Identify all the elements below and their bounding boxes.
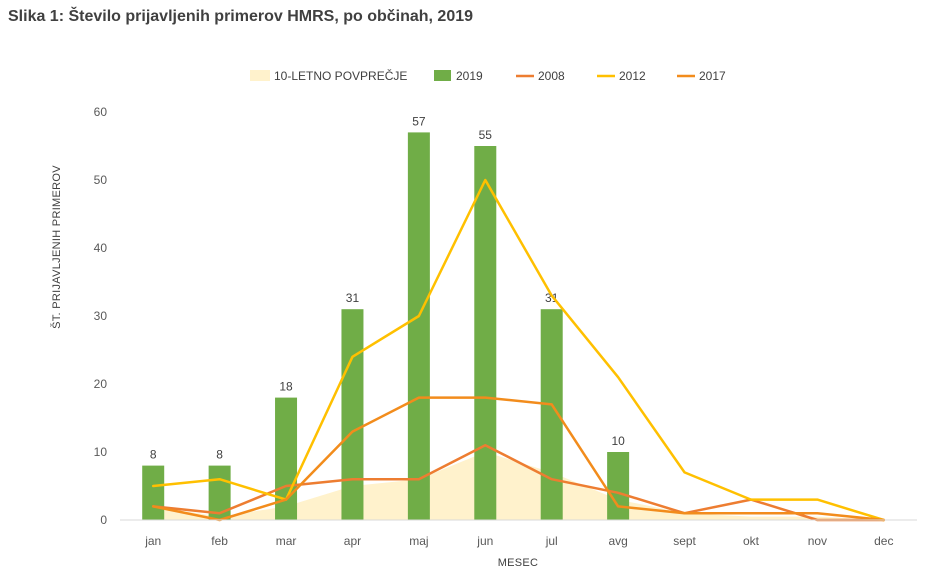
bar-2019-apr xyxy=(341,309,364,520)
x-tick-label-apr: apr xyxy=(344,534,361,548)
line-series-2017 xyxy=(151,396,886,522)
data-label-jan: 8 xyxy=(150,448,157,462)
data-label-maj: 57 xyxy=(412,114,426,128)
legend-label-2019: 2019 xyxy=(456,69,483,83)
y-tick-label-30: 30 xyxy=(94,309,108,323)
y-tick-label-50: 50 xyxy=(94,173,108,187)
bar-2019-jun xyxy=(474,146,497,520)
line-series-2008 xyxy=(151,443,886,522)
data-label-jun: 55 xyxy=(479,128,493,142)
data-label-apr: 31 xyxy=(346,291,360,305)
x-tick-label-dec: dec xyxy=(874,534,893,548)
legend-swatch-2019 xyxy=(434,70,451,81)
y-axis-title: ŠT. PRIJAVLJENIH PRIMEROV xyxy=(50,165,63,329)
area-series-10-letno-povpre-je xyxy=(153,452,884,520)
x-tick-label-maj: maj xyxy=(409,534,428,548)
bar-2019-jul xyxy=(540,309,563,520)
x-tick-label-sept: sept xyxy=(673,534,696,548)
bar-2019-maj xyxy=(407,132,430,520)
x-tick-label-mar: mar xyxy=(276,534,297,548)
x-tick-label-feb: feb xyxy=(211,534,228,548)
legend-label-2017: 2017 xyxy=(699,69,726,83)
x-tick-label-jul: jul xyxy=(545,534,558,548)
legend-swatch-10-letno-povpre-je xyxy=(250,70,270,81)
data-label-mar: 18 xyxy=(279,380,293,394)
y-tick-label-0: 0 xyxy=(100,513,107,527)
legend-label-10-letno-povpre-je: 10-LETNO POVPREČJE xyxy=(274,68,407,83)
x-tick-label-jan: jan xyxy=(144,534,161,548)
bar-2019-jan xyxy=(142,465,165,520)
data-label-avg: 10 xyxy=(611,434,625,448)
axes: 0 10 20 30 40 50 60 jan feb mar apr maj jun jul avg sep… xyxy=(94,105,917,548)
y-tick-label-60: 60 xyxy=(94,105,108,119)
y-tick-label-20: 20 xyxy=(94,377,108,391)
legend-label-2008: 2008 xyxy=(538,69,565,83)
data-label-feb: 8 xyxy=(216,448,223,462)
x-tick-label-okt: okt xyxy=(743,534,760,548)
x-tick-label-jun: jun xyxy=(476,534,493,548)
legend-label-2012: 2012 xyxy=(619,69,646,83)
bar-2019-avg xyxy=(607,452,630,520)
line-series-2012 xyxy=(151,178,886,522)
y-tick-label-10: 10 xyxy=(94,445,108,459)
x-tick-label-nov: nov xyxy=(808,534,827,548)
x-axis-title: MESEC xyxy=(498,557,539,569)
chart-title: Slika 1: Število prijavljenih primerov H… xyxy=(8,8,474,25)
legend: 10-LETNO POVPREČJE 2019 2008 2012 2017 xyxy=(250,68,726,83)
x-tick-label-avg: avg xyxy=(608,534,627,548)
y-tick-label-40: 40 xyxy=(94,241,108,255)
